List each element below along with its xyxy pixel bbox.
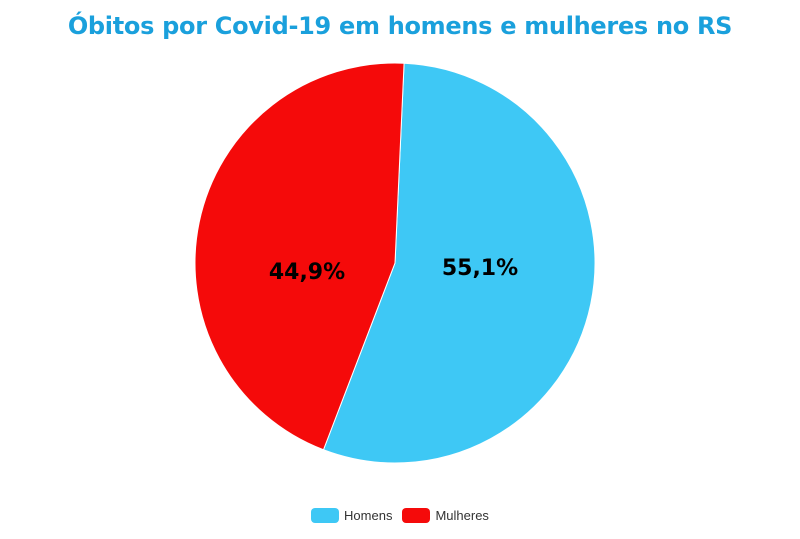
slice-label-homens: 55,1% <box>442 256 518 281</box>
legend: Homens Mulheres <box>0 508 800 523</box>
legend-label-mulheres: Mulheres <box>435 508 489 523</box>
chart-title: Óbitos por Covid-19 em homens e mulheres… <box>67 12 733 40</box>
legend-item-homens[interactable]: Homens <box>311 508 392 523</box>
pie-slice-homens[interactable] <box>322 62 596 464</box>
slice-label-mulheres: 44,9% <box>269 260 345 285</box>
legend-label-homens: Homens <box>344 508 393 523</box>
legend-swatch-homens <box>311 508 340 523</box>
pie-slice-mulheres[interactable] <box>194 62 405 451</box>
legend-item-mulheres[interactable]: Mulheres <box>402 508 489 523</box>
legend-swatch-mulheres <box>402 508 431 523</box>
